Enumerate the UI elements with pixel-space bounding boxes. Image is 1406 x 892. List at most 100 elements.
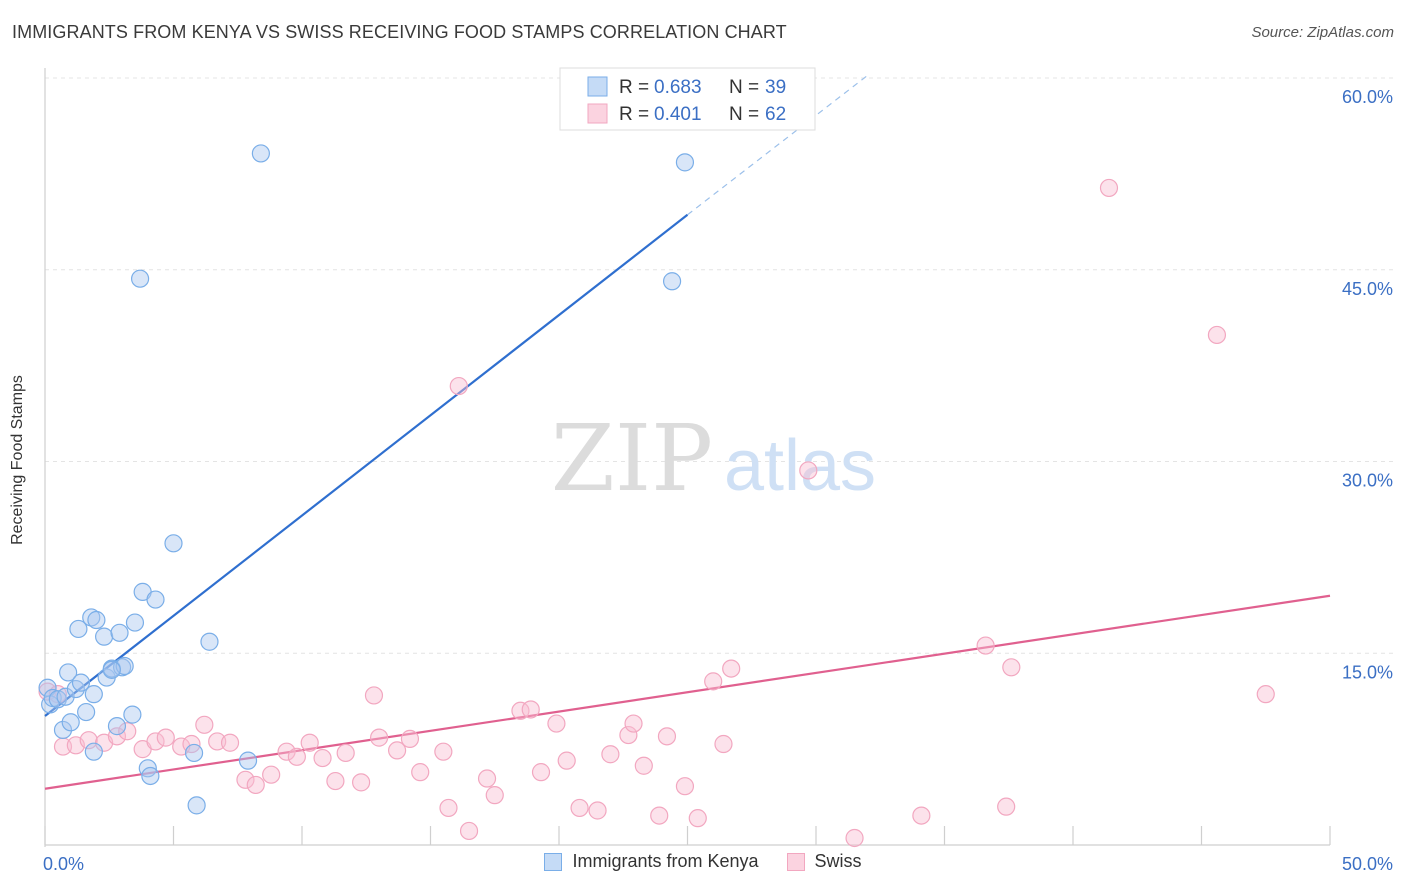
point-swiss-35 — [477, 769, 497, 788]
trend-lines — [44, 75, 1331, 790]
point-kenya-14 — [84, 742, 103, 761]
point-swiss-59 — [997, 797, 1016, 816]
point-swiss-23 — [326, 771, 345, 791]
x-tick-label-min: 0.0% — [43, 854, 84, 874]
watermark: ZIP atlas — [551, 405, 876, 512]
point-swiss-29 — [400, 729, 420, 748]
legend-n-value-swiss: 62 — [765, 104, 786, 125]
point-swiss-18 — [262, 765, 281, 784]
legend-item-swiss[interactable]: Swiss — [786, 851, 862, 872]
point-swiss-48 — [650, 806, 669, 825]
legend-r-label-kenya: R = — [619, 77, 649, 98]
point-swiss-33 — [449, 376, 468, 396]
point-kenya-23 — [123, 705, 142, 724]
point-swiss-44 — [601, 745, 620, 764]
point-swiss-13 — [195, 715, 214, 734]
point-swiss-15 — [220, 733, 240, 752]
point-swiss-53 — [714, 734, 733, 754]
point-kenya-24 — [125, 613, 145, 632]
point-kenya-37 — [675, 153, 695, 172]
point-swiss-52 — [704, 672, 723, 691]
point-kenya-12 — [82, 608, 101, 627]
point-kenya-5 — [56, 687, 75, 706]
point-swiss-24 — [336, 743, 355, 763]
point-kenya-19 — [107, 717, 127, 736]
point-swiss-56 — [845, 828, 864, 848]
point-swiss-39 — [531, 763, 551, 782]
point-kenya-30 — [164, 534, 183, 553]
point-swiss-27 — [370, 728, 389, 747]
point-swiss-49 — [657, 727, 677, 746]
y-tick-label-45: 45.0% — [1342, 279, 1393, 299]
point-kenya-10 — [71, 673, 91, 692]
point-swiss-34 — [459, 821, 479, 841]
point-swiss-16 — [236, 770, 255, 789]
point-swiss-38 — [521, 700, 540, 719]
point-swiss-32 — [439, 798, 458, 818]
point-swiss-62 — [1207, 325, 1227, 345]
point-kenya-25 — [130, 269, 150, 288]
trend-line-swiss — [44, 594, 1331, 790]
point-swiss-22 — [313, 748, 332, 768]
legend-n-label-swiss: N = — [729, 104, 759, 125]
point-swiss-40 — [547, 714, 566, 733]
point-swiss-9 — [146, 732, 165, 751]
point-swiss-41 — [557, 751, 576, 770]
legend-swatch-swiss-bottom — [786, 852, 805, 871]
legend-n-label-kenya: N = — [729, 77, 759, 98]
point-kenya-29 — [146, 590, 165, 609]
point-swiss-7 — [118, 722, 137, 741]
legend-r-value-kenya: 0.683 — [654, 77, 702, 98]
point-swiss-20 — [287, 747, 306, 766]
legend-r-value-swiss: 0.401 — [654, 104, 702, 125]
source-label: Source: ZipAtlas.com — [1251, 24, 1394, 41]
axis-ticks — [44, 826, 1331, 845]
y-tick-labels: 15.0% 30.0% 45.0% 60.0% — [1342, 87, 1393, 682]
point-kenya-36 — [662, 272, 682, 291]
point-swiss-46 — [624, 714, 643, 733]
point-swiss-36 — [485, 786, 504, 805]
point-kenya-28 — [141, 766, 160, 786]
point-kenya-4 — [53, 720, 73, 740]
point-swiss-55 — [799, 461, 818, 480]
legend-item-kenya[interactable]: Immigrants from Kenya — [544, 851, 759, 872]
point-swiss-45 — [619, 725, 638, 745]
legend-label-kenya: Immigrants from Kenya — [572, 851, 759, 871]
legend-swatch-swiss — [587, 103, 608, 124]
point-kenya-33 — [200, 632, 219, 651]
point-swiss-19 — [277, 742, 296, 761]
point-kenya-13 — [84, 685, 103, 704]
point-kenya-35 — [251, 144, 270, 163]
point-swiss-25 — [352, 773, 371, 792]
grid-lines — [45, 77, 1395, 654]
y-tick-label-60: 60.0% — [1342, 87, 1393, 107]
point-kenya-32 — [187, 796, 206, 815]
legend-bottom: Immigrants from Kenya Swiss — [0, 851, 1406, 872]
x-tick-labels: 0.0% 50.0% — [43, 854, 1393, 874]
legend-n-value-kenya: 39 — [765, 77, 786, 98]
point-swiss-17 — [246, 775, 265, 795]
point-swiss-21 — [300, 733, 319, 752]
point-swiss-63 — [1256, 685, 1275, 704]
data-points — [38, 144, 1275, 848]
point-swiss-54 — [722, 659, 741, 678]
y-tick-label-15: 15.0% — [1342, 662, 1393, 682]
point-swiss-43 — [588, 801, 607, 820]
legend-swatch-kenya — [587, 76, 608, 97]
point-swiss-58 — [976, 636, 995, 655]
point-swiss-61 — [1099, 178, 1119, 198]
point-kenya-6 — [59, 663, 78, 682]
point-kenya-15 — [87, 610, 106, 630]
chart-title: IMMIGRANTS FROM KENYA VS SWISS RECEIVING… — [12, 22, 787, 42]
point-kenya-34 — [238, 751, 258, 770]
point-swiss-28 — [387, 741, 407, 760]
point-swiss-26 — [364, 686, 384, 705]
legend-swatch-kenya-bottom — [544, 852, 563, 871]
point-kenya-16 — [95, 627, 114, 646]
point-swiss-47 — [634, 756, 653, 775]
x-tick-label-max: 50.0% — [1342, 854, 1393, 874]
trend-line-kenya-extension — [687, 75, 868, 216]
y-tick-label-30: 30.0% — [1342, 471, 1393, 491]
point-swiss-31 — [434, 742, 453, 761]
